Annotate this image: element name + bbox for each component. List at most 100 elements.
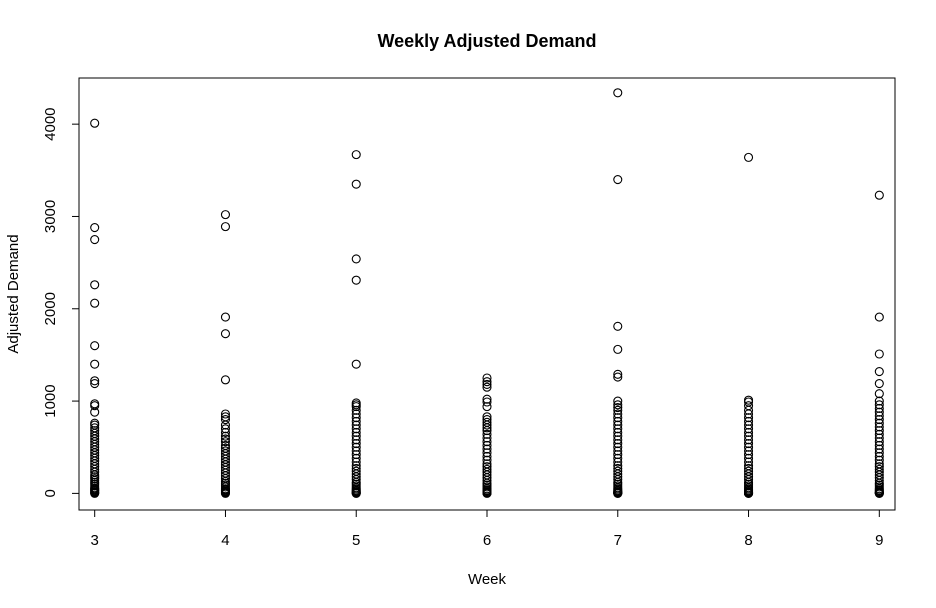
y-tick-label: 0 <box>42 489 59 497</box>
data-point <box>613 416 623 426</box>
data-point <box>351 442 361 452</box>
data-point <box>613 427 623 438</box>
data-point <box>351 424 361 434</box>
data-point <box>482 394 492 404</box>
data-point <box>613 453 623 463</box>
data-point <box>743 438 754 449</box>
data-point <box>874 349 884 359</box>
x-tick-label: 7 <box>614 532 622 549</box>
data-point <box>351 435 361 445</box>
data-point <box>90 378 100 389</box>
data-point <box>743 424 754 434</box>
data-point <box>874 389 884 399</box>
data-point <box>743 416 754 426</box>
data-point <box>482 420 492 430</box>
data-point <box>90 418 100 428</box>
x-axis-label: Week <box>468 571 507 588</box>
data-point <box>874 403 884 414</box>
data-point <box>743 472 754 482</box>
x-tick-label: 8 <box>744 532 752 549</box>
data-point <box>743 457 754 467</box>
data-point <box>613 488 623 498</box>
data-point <box>743 488 754 498</box>
data-point <box>351 457 361 467</box>
data-point <box>613 372 623 382</box>
data-point <box>613 457 623 467</box>
data-point <box>613 344 623 354</box>
data-point <box>613 402 623 413</box>
data-point <box>351 275 361 285</box>
data-point <box>874 396 884 406</box>
data-point <box>482 437 492 447</box>
data-point <box>613 409 623 419</box>
data-point <box>613 405 623 415</box>
data-point <box>874 451 884 462</box>
data-point <box>613 431 623 441</box>
data-point <box>874 378 884 389</box>
data-point <box>743 431 754 441</box>
y-tick-label: 1000 <box>42 384 59 417</box>
data-point <box>351 438 361 449</box>
data-point <box>90 399 100 409</box>
y-tick-label: 4000 <box>42 107 59 140</box>
data-point <box>743 450 754 460</box>
data-point <box>874 422 884 432</box>
data-point <box>90 401 100 411</box>
data-point <box>90 376 100 386</box>
data-point <box>220 471 231 481</box>
data-point <box>351 453 361 463</box>
data-point <box>874 440 884 450</box>
data-point <box>220 427 231 438</box>
data-point <box>743 405 754 415</box>
data-point <box>351 254 361 264</box>
data-point <box>220 437 231 447</box>
chart-title: Weekly Adjusted Demand <box>377 31 596 51</box>
x-tick-label: 9 <box>875 532 883 549</box>
data-point <box>482 426 492 436</box>
data-point <box>482 451 492 462</box>
data-point <box>220 414 231 425</box>
data-point <box>482 444 492 454</box>
data-point <box>482 473 492 483</box>
data-point <box>743 453 754 463</box>
y-axis-label: Adjusted Demand <box>5 234 22 353</box>
data-point <box>220 488 231 498</box>
x-tick-label: 4 <box>221 532 229 549</box>
data-point <box>90 464 100 474</box>
data-point <box>613 420 623 430</box>
data-point <box>874 190 884 200</box>
data-point <box>613 435 623 445</box>
data-point <box>351 359 361 369</box>
data-point <box>351 409 361 419</box>
data-point <box>743 435 754 445</box>
x-tick-label: 3 <box>91 532 99 549</box>
y-axis: 0 1000 2000 3000 4000 <box>42 107 80 498</box>
data-point <box>874 488 884 498</box>
data-point <box>351 402 361 412</box>
data-point <box>482 433 492 443</box>
data-point <box>874 426 884 436</box>
data-point <box>613 446 623 456</box>
data-point <box>874 437 884 447</box>
data-point <box>743 420 754 430</box>
data-point <box>482 382 492 392</box>
data-point <box>90 359 100 369</box>
data-point <box>220 329 231 339</box>
data-point <box>613 400 623 410</box>
data-point <box>613 442 623 452</box>
data-point <box>743 409 754 419</box>
data-point <box>613 396 623 406</box>
data-point <box>351 431 361 441</box>
x-tick-label: 5 <box>352 532 360 549</box>
x-tick-label: 6 <box>483 532 491 549</box>
data-point <box>220 420 231 430</box>
data-point <box>90 298 100 308</box>
data-point <box>351 472 361 482</box>
data-point <box>874 418 884 428</box>
data-point <box>220 424 231 434</box>
data-point <box>613 369 623 379</box>
data-points <box>90 88 884 498</box>
data-point <box>220 434 231 444</box>
data-point <box>874 473 884 483</box>
